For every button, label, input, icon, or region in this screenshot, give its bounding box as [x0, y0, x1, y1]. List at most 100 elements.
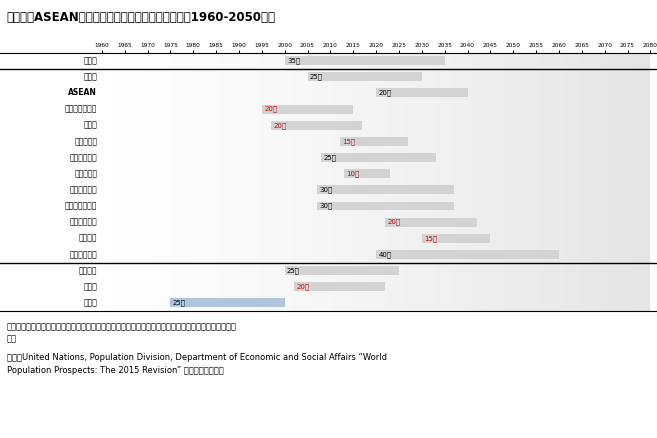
Bar — [632, 53, 636, 311]
Bar — [380, 53, 384, 311]
Bar — [453, 53, 457, 311]
Bar — [230, 53, 233, 311]
Bar — [409, 53, 413, 311]
Bar — [478, 53, 482, 311]
Bar — [160, 53, 164, 311]
Bar — [168, 53, 171, 311]
Bar — [599, 53, 603, 311]
Text: 20年: 20年 — [378, 90, 392, 96]
Bar — [636, 53, 639, 311]
Bar — [321, 153, 436, 162]
Text: 日本: 日本 — [83, 298, 97, 307]
Text: ASEAN: ASEAN — [68, 88, 97, 97]
Bar — [314, 53, 317, 311]
Text: 20年: 20年 — [388, 219, 401, 226]
Bar — [266, 53, 270, 311]
Text: 30年: 30年 — [319, 187, 332, 193]
Bar — [545, 53, 548, 311]
Bar — [501, 53, 504, 311]
Bar — [646, 53, 650, 311]
Bar — [244, 53, 248, 311]
Bar — [358, 53, 361, 311]
Text: 40年: 40年 — [378, 251, 392, 258]
Bar — [310, 53, 314, 311]
Bar — [277, 53, 281, 311]
Bar — [303, 53, 307, 311]
Bar — [226, 53, 230, 311]
Text: Population Prospects: The 2015 Revision” より大和総研作成: Population Prospects: The 2015 Revision”… — [7, 366, 223, 375]
Text: 30年: 30年 — [319, 203, 332, 209]
Bar — [595, 53, 599, 311]
Bar — [259, 53, 263, 311]
Bar — [340, 137, 408, 146]
Bar — [504, 53, 508, 311]
Text: 図表３：ASEAN諸国等における高齢化のスピード（1960-2050年）: 図表３：ASEAN諸国等における高齢化のスピード（1960-2050年） — [7, 11, 275, 24]
Bar — [405, 53, 409, 311]
Bar — [317, 201, 454, 210]
Bar — [124, 53, 127, 311]
Bar — [618, 53, 621, 311]
Bar — [424, 53, 427, 311]
Bar — [212, 53, 215, 311]
Text: 中国: 中国 — [83, 282, 97, 291]
Bar — [530, 53, 533, 311]
Bar — [537, 53, 541, 311]
Text: 注：日本を上回る高齢化のスピードを経験すると予測されている国については、その期間を赤字で示し: 注：日本を上回る高齢化のスピードを経験すると予測されている国については、その期間… — [7, 322, 237, 331]
Bar — [256, 53, 259, 311]
Text: フィリピン: フィリピン — [70, 250, 97, 259]
Bar — [336, 53, 340, 311]
Text: 全世界: 全世界 — [83, 56, 97, 65]
Bar — [489, 53, 493, 311]
Bar — [317, 53, 321, 311]
Text: インドネシア: インドネシア — [65, 201, 97, 211]
Bar — [300, 53, 303, 311]
Bar — [263, 53, 266, 311]
Bar — [237, 53, 241, 311]
Bar — [131, 53, 135, 311]
Bar — [271, 121, 363, 130]
Bar — [420, 53, 424, 311]
Bar — [179, 53, 182, 311]
Text: 10年: 10年 — [346, 170, 359, 177]
Bar — [153, 53, 156, 311]
Bar — [376, 88, 468, 97]
Bar — [413, 53, 417, 311]
Text: 25年: 25年 — [323, 154, 336, 161]
Bar — [515, 53, 519, 311]
Bar — [511, 53, 515, 311]
Bar — [369, 53, 373, 311]
Bar — [387, 53, 391, 311]
Bar — [274, 53, 277, 311]
Bar — [442, 53, 445, 311]
Bar — [248, 53, 252, 311]
Bar — [365, 53, 369, 311]
Bar — [457, 53, 461, 311]
Bar — [149, 53, 153, 311]
Bar — [332, 53, 336, 311]
Bar — [292, 53, 296, 311]
Bar — [427, 53, 431, 311]
Bar — [570, 53, 574, 311]
Bar — [391, 53, 394, 311]
Bar — [643, 53, 646, 311]
Bar — [281, 53, 284, 311]
Bar — [610, 53, 614, 311]
Bar — [223, 53, 226, 311]
Bar — [468, 53, 471, 311]
Bar — [113, 53, 116, 311]
Text: 25年: 25年 — [173, 300, 186, 306]
Text: ラオス: ラオス — [79, 234, 97, 243]
Bar — [190, 53, 193, 311]
Bar — [284, 53, 288, 311]
Text: シンガポール: シンガポール — [65, 105, 97, 113]
Bar — [164, 53, 168, 311]
Bar — [486, 53, 489, 311]
Bar — [307, 53, 310, 311]
Bar — [639, 53, 643, 311]
Bar — [471, 53, 475, 311]
Bar — [541, 53, 545, 311]
Bar — [438, 53, 442, 311]
Bar — [182, 53, 186, 311]
Bar — [109, 53, 113, 311]
Bar — [588, 53, 592, 311]
